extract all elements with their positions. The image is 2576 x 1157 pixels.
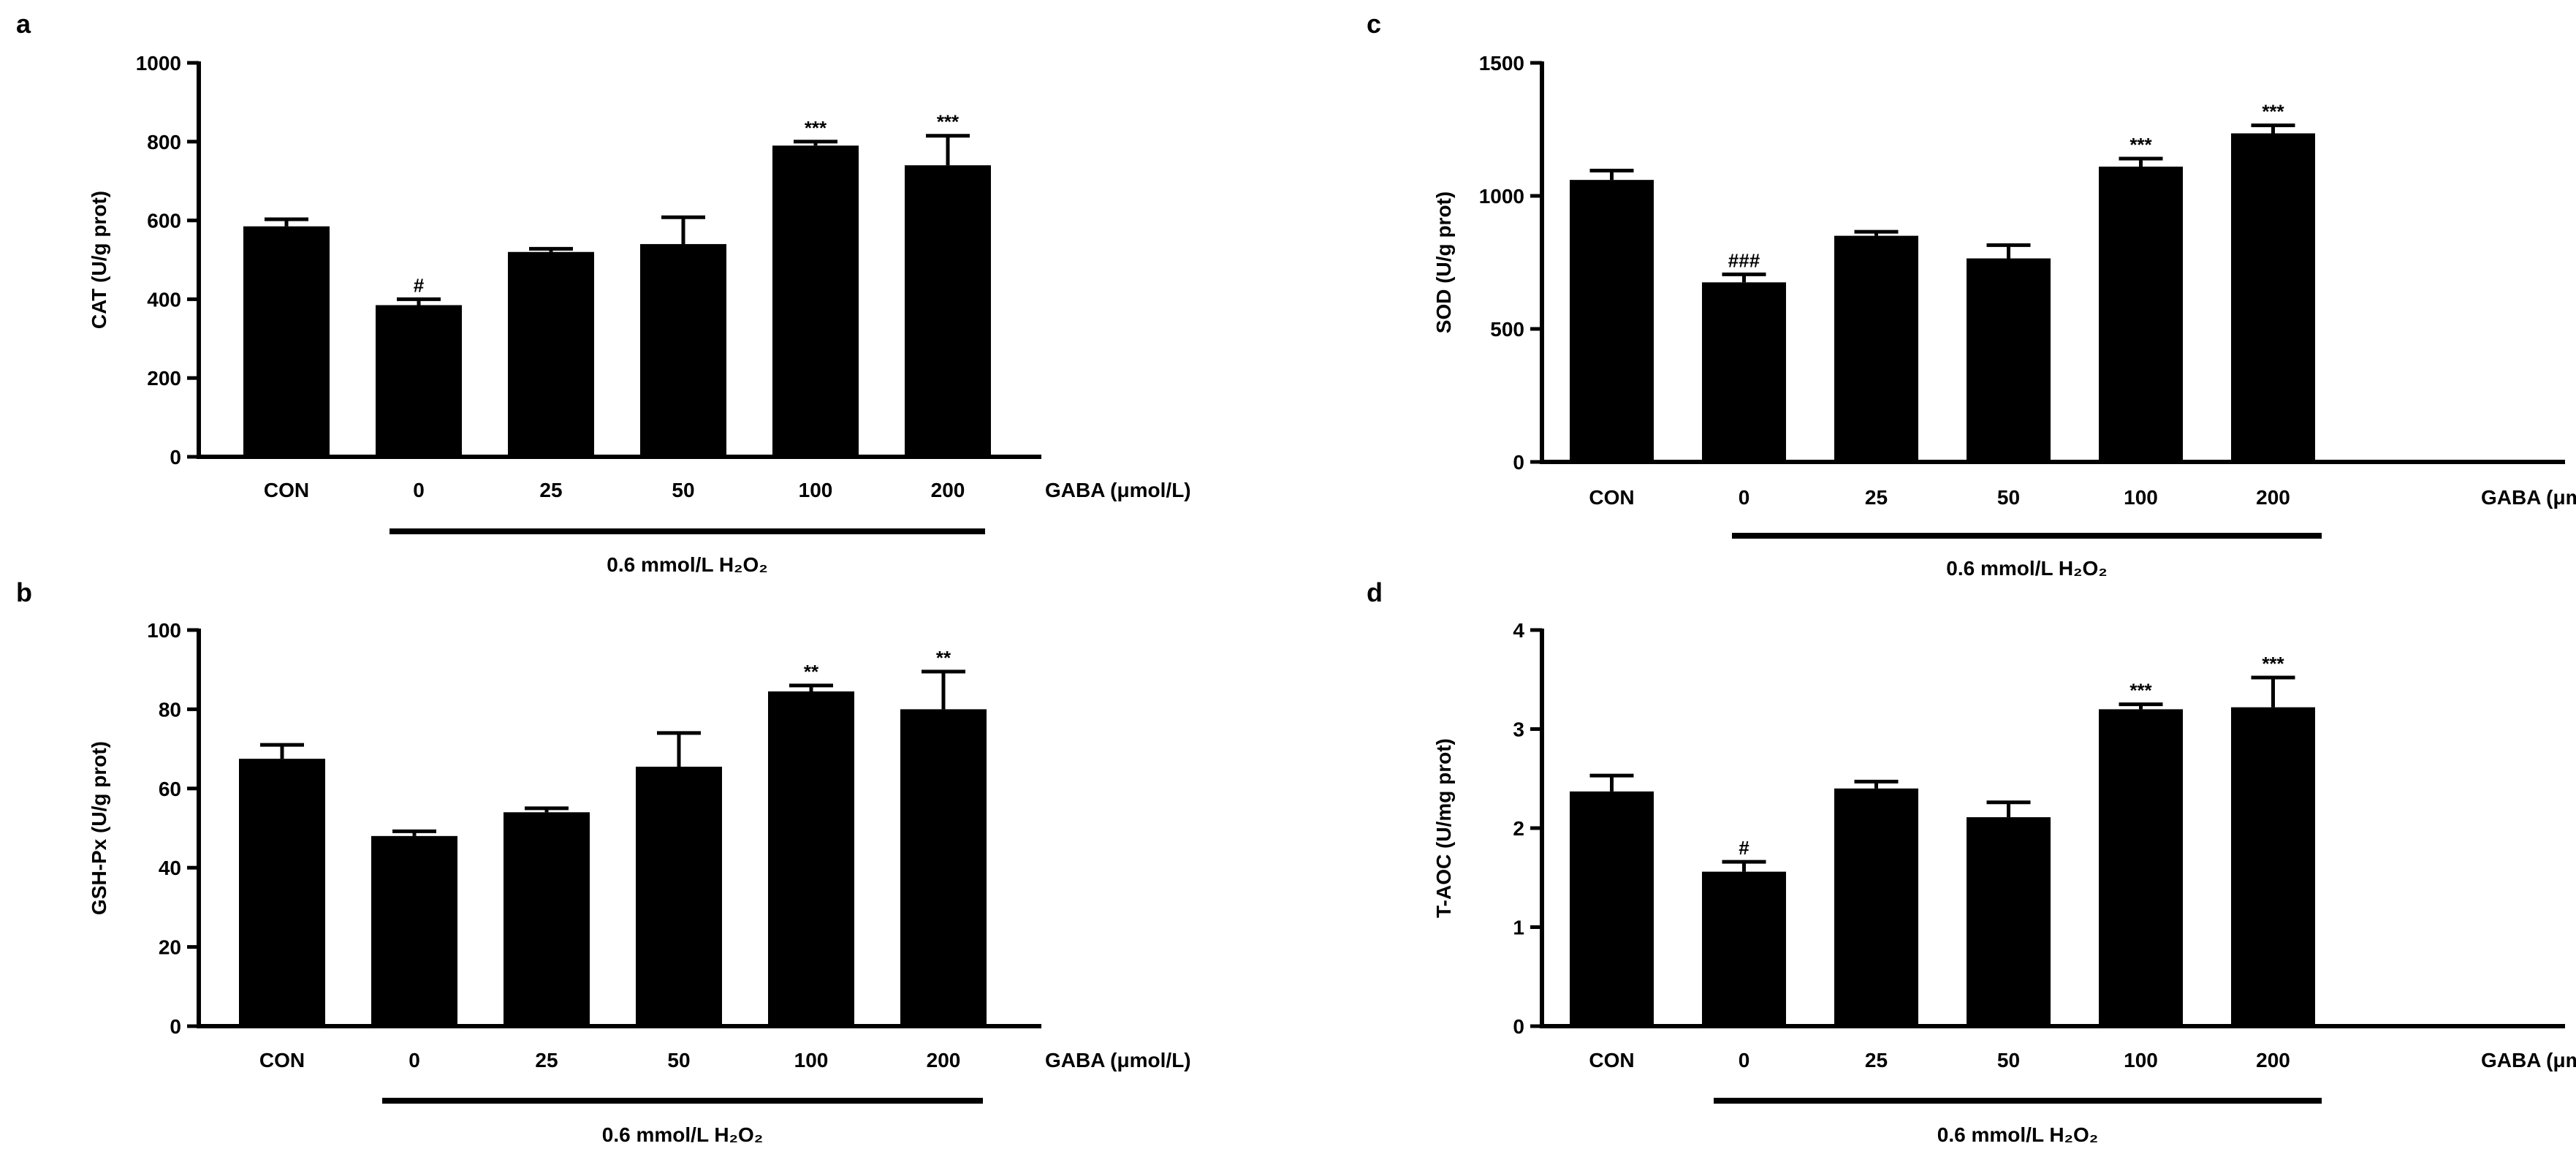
panel-a-x-group-label: GABA (μmol/L) — [1045, 479, 1191, 501]
panel-d-category-label: 0 — [1739, 1049, 1750, 1071]
panel-b-category-label: CON — [259, 1049, 305, 1071]
panel-c-significance-label: *** — [2129, 134, 2152, 156]
panel-a-bar — [772, 145, 859, 457]
panel-a-letter: a — [16, 9, 31, 39]
panel-d-bar — [1834, 788, 1918, 1026]
panel-a-category-label: 100 — [799, 479, 833, 501]
panel-d-y-tick-label: 4 — [1513, 619, 1524, 642]
panel-b-bar — [371, 835, 457, 1026]
panel-c-y-tick-label: 0 — [1513, 451, 1524, 474]
panel-b-category-label: 200 — [927, 1049, 961, 1071]
panel-d-letter: d — [1367, 577, 1383, 607]
panel-c-bar — [1570, 180, 1654, 462]
panel-a-bar — [508, 251, 594, 457]
panel-b-category-label: 100 — [794, 1049, 829, 1071]
panel-c-category-label: 25 — [1865, 486, 1888, 509]
panel-a-y-tick-label: 400 — [147, 288, 181, 311]
panel-c-y-tick-label: 500 — [1490, 318, 1524, 341]
panel-a-category-label: 25 — [539, 479, 562, 501]
panel-a-category-label: 200 — [931, 479, 965, 501]
panel-c-category-label: CON — [1589, 486, 1634, 509]
panel-c-bar — [2099, 166, 2183, 462]
panel-d-category-label: CON — [1589, 1049, 1634, 1071]
panel-d-bar — [1702, 871, 1786, 1026]
panel-b-significance-label: ** — [804, 661, 819, 683]
panel-d-category-label: 100 — [2124, 1049, 2158, 1071]
panel-a-y-tick-label: 1000 — [136, 52, 181, 75]
panel-d-y-tick-label: 1 — [1513, 917, 1524, 939]
panel-c-category-label: 50 — [1997, 486, 2020, 509]
panel-d-significance-label: *** — [2262, 653, 2284, 675]
panel-b-y-tick-label: 40 — [159, 857, 181, 879]
panel-c-y-axis-title: SOD (U/g prot) — [1432, 191, 1455, 333]
panel-b-bar — [768, 691, 854, 1026]
panel-a-y-axis-title: CAT (U/g prot) — [88, 191, 110, 329]
panel-d-bar — [2099, 709, 2183, 1026]
panel-c-y-tick-label: 1500 — [1479, 52, 1524, 75]
panel-d-significance-label: *** — [2129, 680, 2152, 702]
panel-d-x-group-label: GABA (μmol/L) — [2481, 1049, 2576, 1071]
panel-a-bar — [640, 243, 726, 457]
panel-b-bar — [504, 812, 590, 1026]
panel-a-category-label: 50 — [672, 479, 694, 501]
panel-c-bar — [1834, 235, 1918, 462]
panel-b-y-axis-title: GSH-Px (U/g prot) — [88, 741, 110, 915]
panel-c-category-label: 200 — [2256, 486, 2290, 509]
panel-a-y-tick-label: 0 — [170, 446, 181, 469]
panel-b-y-tick-label: 60 — [159, 778, 181, 800]
panel-d-bar — [1570, 791, 1654, 1026]
panel-b-y-tick-label: 0 — [170, 1015, 181, 1038]
panel-a-significance-label: *** — [805, 117, 827, 139]
panel-b-y-tick-label: 100 — [147, 619, 181, 642]
panel-b-treatment-label: 0.6 mmol/L H₂O₂ — [602, 1123, 763, 1146]
panel-a-significance-label: # — [414, 274, 425, 296]
panel-a-bar — [243, 226, 330, 457]
panel-a-y-tick-label: 800 — [147, 131, 181, 153]
panel-c-significance-label: *** — [2262, 101, 2284, 123]
panel-d-category-label: 200 — [2256, 1049, 2290, 1071]
panel-d-bar — [1967, 817, 2051, 1026]
panel-c-bar — [1967, 258, 2051, 462]
panel-a-bar — [905, 165, 991, 457]
panel-c-x-group-label: GABA (μmol/L) — [2481, 486, 2576, 509]
panel-c-letter: c — [1367, 9, 1381, 39]
panel-b-x-group-label: GABA (μmol/L) — [1045, 1049, 1191, 1071]
panel-b-y-tick-label: 80 — [159, 698, 181, 721]
panel-c-category-label: 0 — [1739, 486, 1750, 509]
panel-d-treatment-label: 0.6 mmol/L H₂O₂ — [1937, 1123, 2098, 1146]
panel-b-bar — [239, 759, 325, 1026]
panel-d-category-label: 50 — [1997, 1049, 2020, 1071]
panel-a-y-tick-label: 200 — [147, 367, 181, 390]
panel-c-treatment-label: 0.6 mmol/L H₂O₂ — [1946, 557, 2107, 580]
panel-d-y-axis-title: T-AOC (U/mg prot) — [1432, 738, 1455, 918]
panel-b-category-label: 25 — [535, 1049, 558, 1071]
panel-c-category-label: 100 — [2124, 486, 2158, 509]
panel-a-category-label: CON — [264, 479, 309, 501]
panel-c-significance-label: ### — [1728, 249, 1760, 271]
panel-b-significance-label: ** — [936, 647, 951, 669]
panel-d-bar — [2231, 707, 2315, 1026]
panel-b-y-tick-label: 20 — [159, 936, 181, 959]
panel-a-treatment-label: 0.6 mmol/L H₂O₂ — [607, 553, 767, 576]
panel-a-bar — [376, 305, 462, 457]
panel-d-y-tick-label: 3 — [1513, 718, 1524, 741]
panel-a-category-label: 0 — [413, 479, 425, 501]
panel-c-bar — [2231, 133, 2315, 462]
panel-a-y-tick-label: 600 — [147, 210, 181, 232]
panel-d-y-tick-label: 0 — [1513, 1015, 1524, 1038]
panel-c-y-tick-label: 1000 — [1479, 185, 1524, 208]
panel-b-letter: b — [16, 577, 32, 607]
panel-b-category-label: 0 — [409, 1049, 420, 1071]
panel-b-bar — [900, 709, 987, 1026]
panel-a-significance-label: *** — [937, 111, 960, 133]
panel-d-y-tick-label: 2 — [1513, 817, 1524, 840]
panel-d-significance-label: # — [1739, 837, 1749, 859]
panel-b-bar — [636, 766, 722, 1026]
panel-b-category-label: 50 — [667, 1049, 690, 1071]
panel-d-category-label: 25 — [1865, 1049, 1888, 1071]
panel-c-bar — [1702, 282, 1786, 462]
